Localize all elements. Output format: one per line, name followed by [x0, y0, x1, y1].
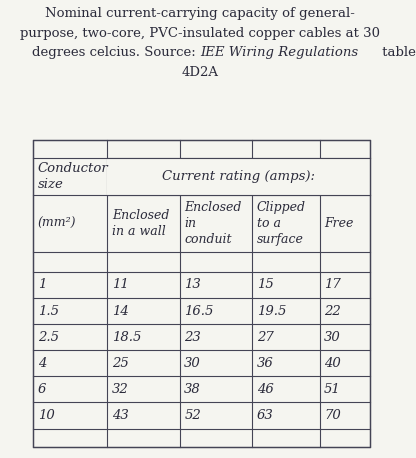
- Text: table: table: [378, 46, 416, 59]
- Text: 1: 1: [37, 278, 46, 291]
- Text: 17: 17: [324, 278, 341, 291]
- Text: 30: 30: [184, 357, 201, 370]
- Text: purpose, two-core, PVC-insulated copper cables at 30: purpose, two-core, PVC-insulated copper …: [20, 27, 380, 39]
- Text: 36: 36: [257, 357, 273, 370]
- Text: 22: 22: [324, 305, 341, 317]
- Text: 23: 23: [184, 331, 201, 344]
- Text: 38: 38: [184, 383, 201, 396]
- Text: 51: 51: [324, 383, 341, 396]
- Text: (mm²): (mm²): [37, 217, 76, 230]
- Text: degrees celcius. Source:: degrees celcius. Source:: [32, 46, 200, 59]
- Text: 4: 4: [37, 357, 46, 370]
- Text: IEE Wiring Regulations: IEE Wiring Regulations: [200, 46, 358, 59]
- Text: 19.5: 19.5: [257, 305, 286, 317]
- Text: Current rating (amps):: Current rating (amps):: [162, 170, 315, 183]
- Text: Clipped
to a
surface: Clipped to a surface: [257, 201, 306, 246]
- Text: 6: 6: [37, 383, 46, 396]
- Text: 52: 52: [184, 409, 201, 422]
- Text: 1.5: 1.5: [37, 305, 59, 317]
- Text: 14: 14: [112, 305, 129, 317]
- Bar: [33, 140, 370, 447]
- Text: 4D2A: 4D2A: [181, 66, 218, 79]
- Text: 25: 25: [112, 357, 129, 370]
- Text: 10: 10: [37, 409, 54, 422]
- Text: Conductor
size: Conductor size: [37, 162, 109, 191]
- Text: 18.5: 18.5: [112, 331, 141, 344]
- Text: 15: 15: [257, 278, 273, 291]
- Text: 63: 63: [257, 409, 273, 422]
- Text: Nominal current-carrying capacity of general-: Nominal current-carrying capacity of gen…: [45, 7, 355, 20]
- Text: 40: 40: [324, 357, 341, 370]
- Text: 27: 27: [257, 331, 273, 344]
- Text: 11: 11: [112, 278, 129, 291]
- Text: Enclosed
in
conduit: Enclosed in conduit: [184, 201, 242, 246]
- Text: 2.5: 2.5: [37, 331, 59, 344]
- Text: 32: 32: [112, 383, 129, 396]
- Text: 46: 46: [257, 383, 273, 396]
- Text: Enclosed
in a wall: Enclosed in a wall: [112, 209, 169, 238]
- Text: 30: 30: [324, 331, 341, 344]
- Text: 16.5: 16.5: [184, 305, 214, 317]
- Bar: [107, 158, 370, 195]
- Text: Free: Free: [324, 217, 354, 230]
- Text: 43: 43: [112, 409, 129, 422]
- Text: 70: 70: [324, 409, 341, 422]
- Text: 13: 13: [184, 278, 201, 291]
